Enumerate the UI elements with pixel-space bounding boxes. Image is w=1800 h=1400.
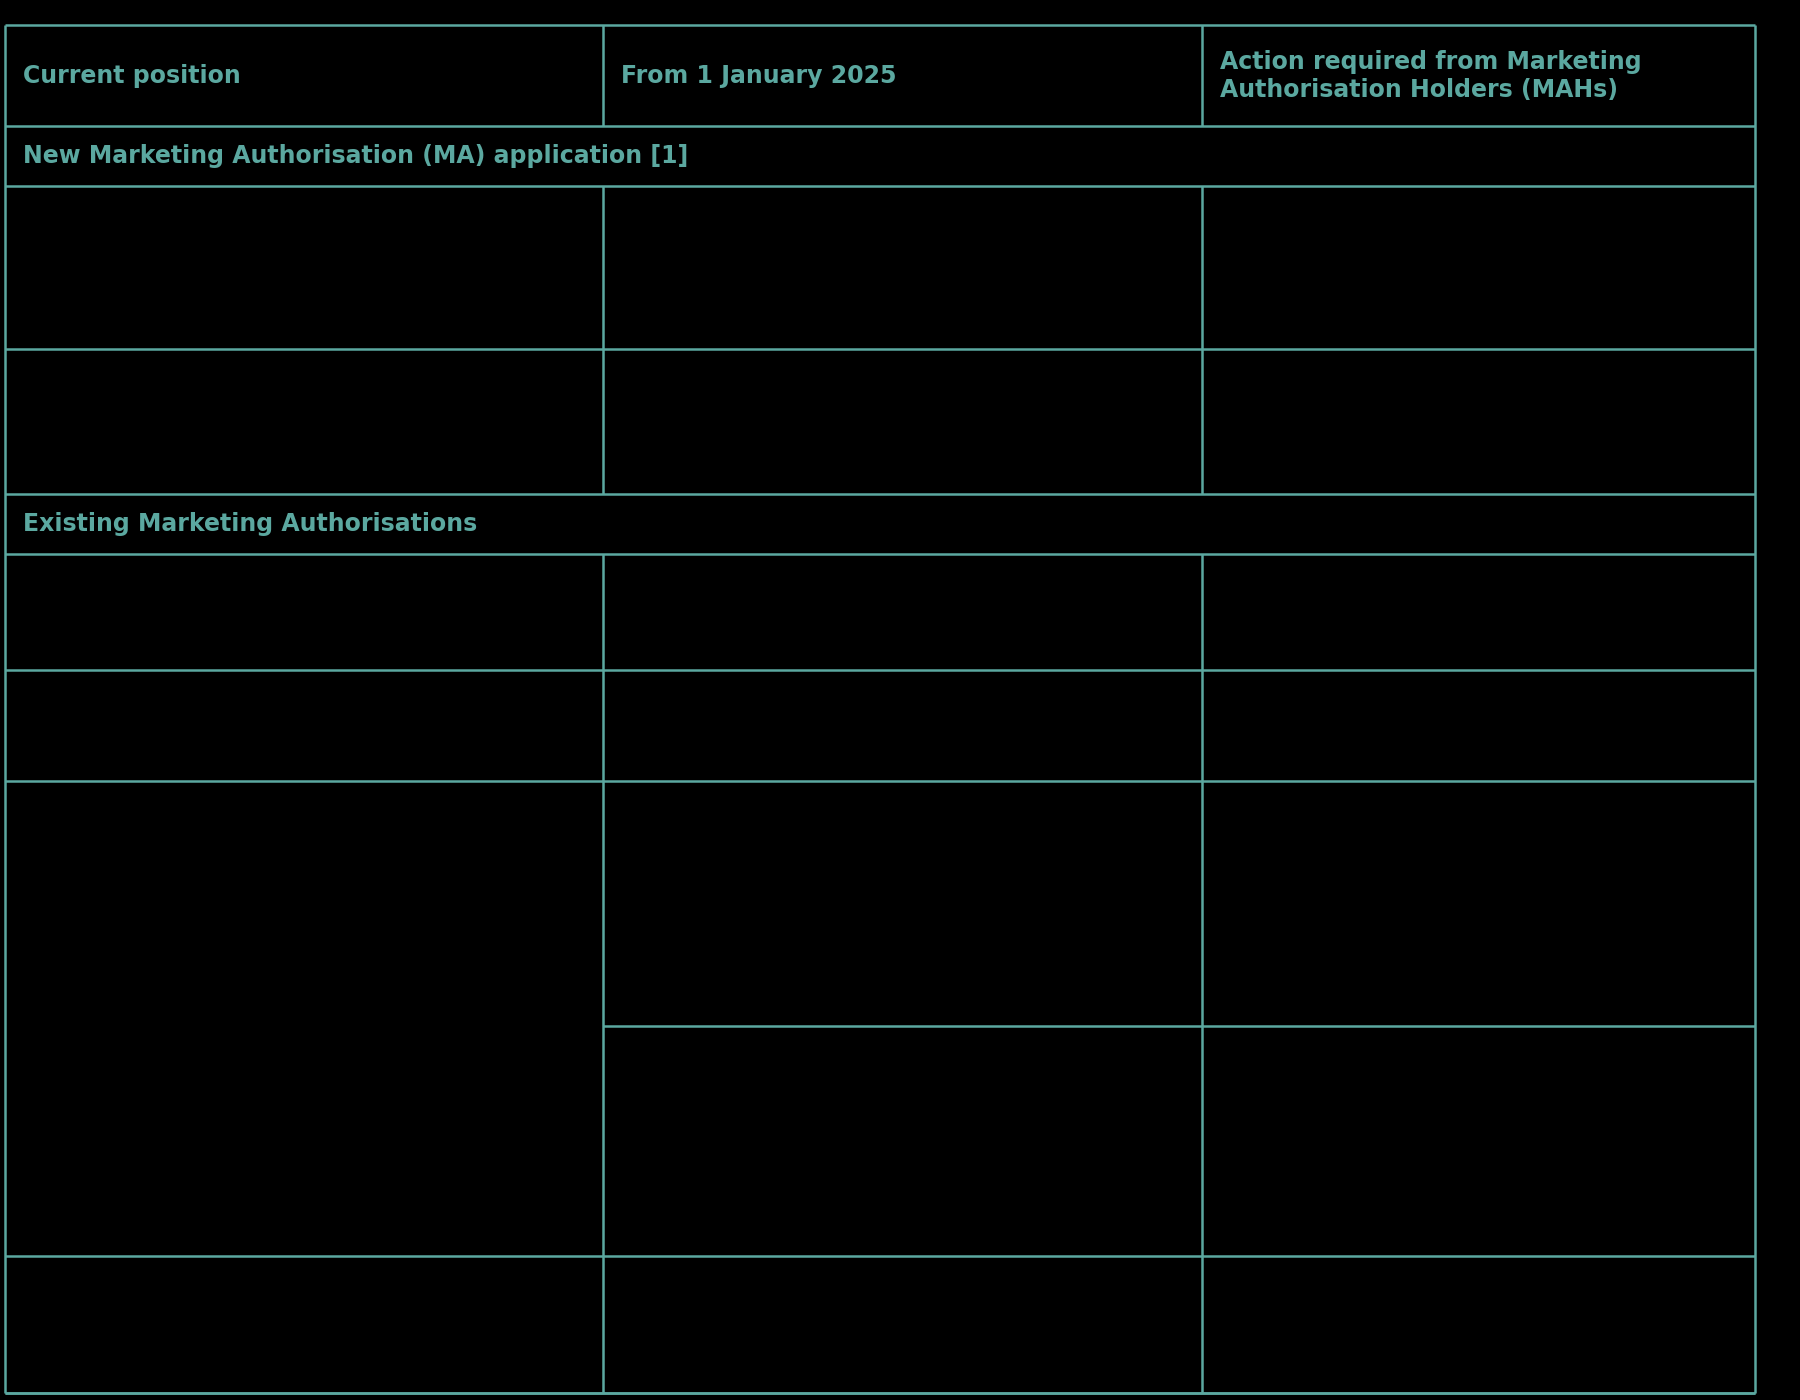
Text: Action required from Marketing
Authorisation Holders (MAHs): Action required from Marketing Authorisa… — [1220, 50, 1642, 102]
Text: Current position: Current position — [23, 63, 241, 88]
Text: From 1 January 2025: From 1 January 2025 — [621, 63, 896, 88]
Text: New Marketing Authorisation (MA) application [1]: New Marketing Authorisation (MA) applica… — [23, 144, 689, 168]
Text: Existing Marketing Authorisations: Existing Marketing Authorisations — [23, 512, 477, 536]
